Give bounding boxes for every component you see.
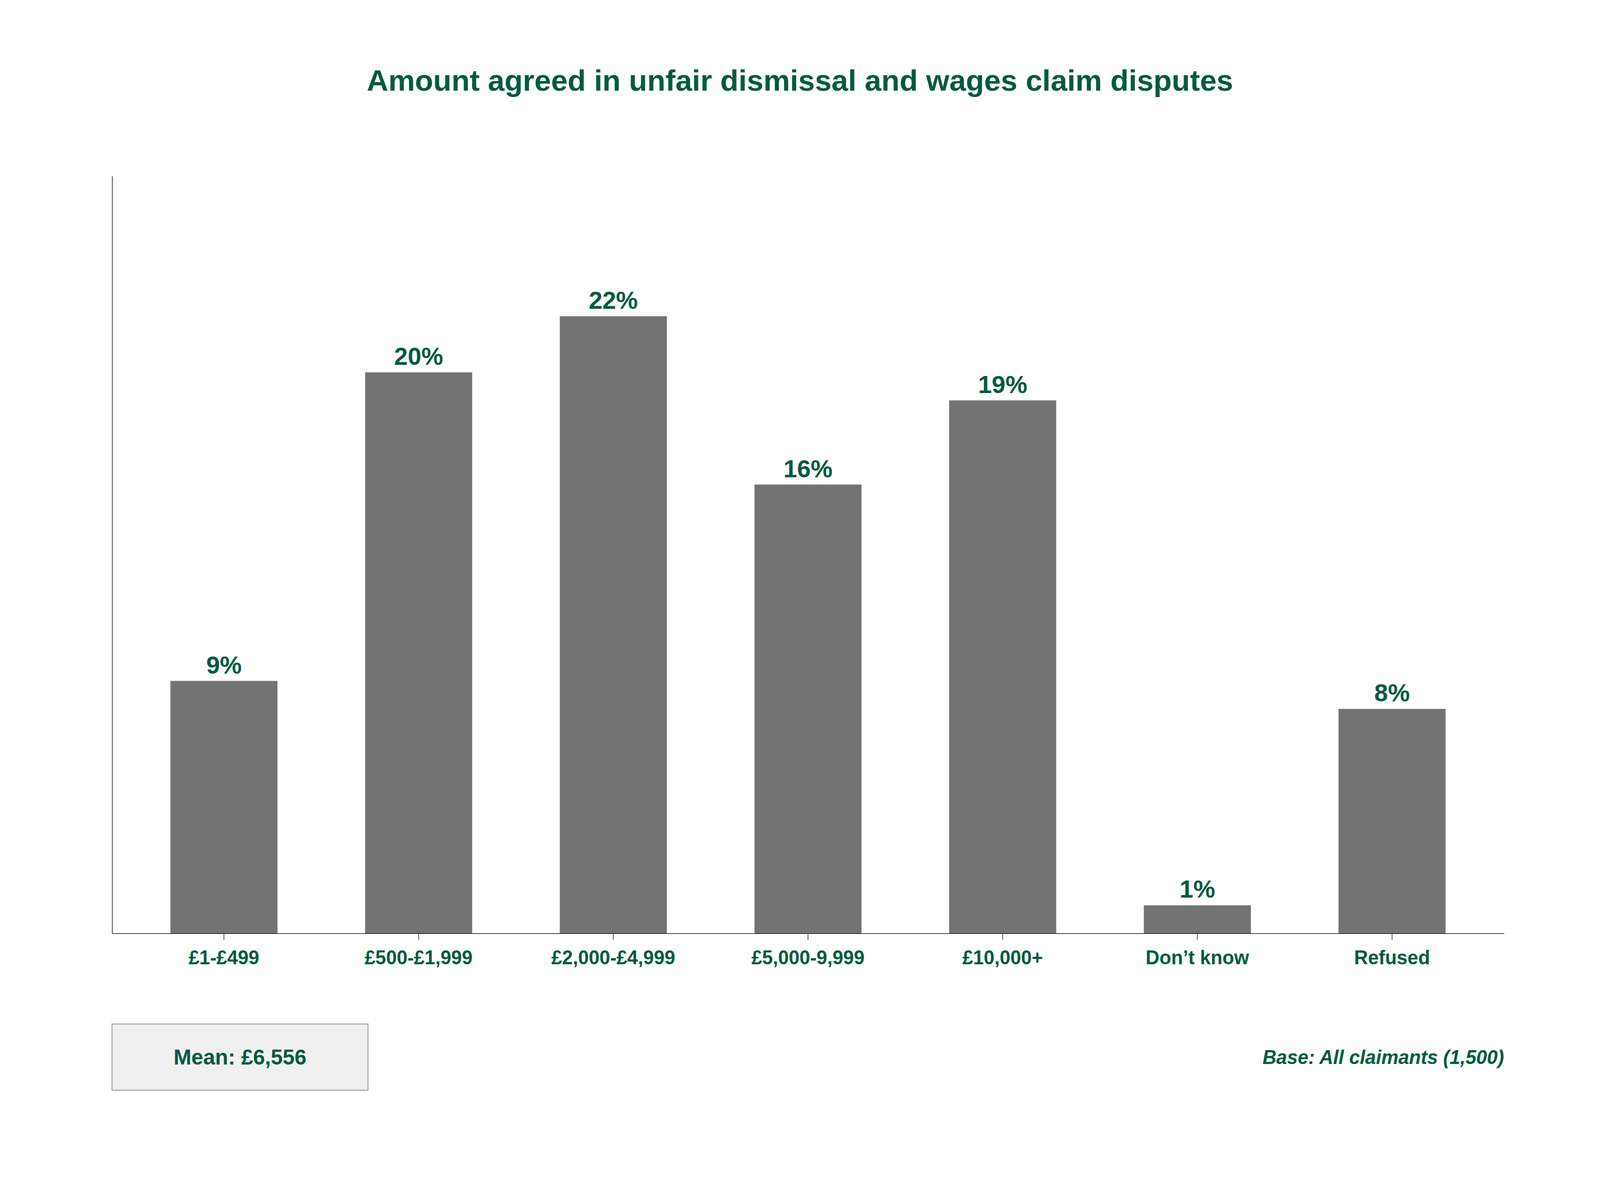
data-label: 19% bbox=[978, 370, 1028, 399]
x-tick-label: £2,000-£4,999 bbox=[551, 946, 676, 969]
x-tick-mark bbox=[808, 933, 809, 940]
x-axis: £1-£499 £500-£1,999 £2,000-£4,999 £5,000-9,… bbox=[112, 933, 1505, 969]
annotation: Mean: £6,556 bbox=[173, 1045, 307, 1069]
bar bbox=[949, 400, 1057, 934]
x-tick-mark bbox=[1392, 933, 1393, 940]
x-tick-mark bbox=[223, 933, 224, 940]
background bbox=[0, 0, 1600, 1200]
x-tick: Don’t know bbox=[1145, 933, 1250, 969]
x-tick-label: £1-£499 bbox=[188, 946, 260, 969]
x-tick-label: £5,000-9,999 bbox=[751, 946, 865, 969]
bar bbox=[365, 372, 473, 934]
x-tick-mark bbox=[1197, 933, 1198, 940]
bar bbox=[1144, 905, 1252, 934]
y-axis-line bbox=[112, 176, 113, 934]
bar bbox=[754, 484, 862, 934]
bar bbox=[170, 681, 278, 934]
mean-box: Mean: £6,556 bbox=[112, 1024, 368, 1091]
bar bbox=[560, 316, 668, 934]
x-tick-mark bbox=[418, 933, 419, 940]
bar bbox=[1338, 708, 1446, 934]
chart-root: Amount agreed in unfair dismissal and wa… bbox=[0, 0, 1600, 1200]
data-labels: 9% 20% 22% 16% 19% 1% 8% bbox=[206, 286, 1411, 903]
annotation: Base: All claimants (1,500) bbox=[1262, 1046, 1504, 1069]
data-label: 22% bbox=[588, 286, 638, 315]
x-tick: £1-£499 bbox=[188, 933, 260, 969]
bars bbox=[170, 316, 1446, 934]
data-label: 1% bbox=[1179, 875, 1215, 903]
x-tick-label: £10,000+ bbox=[962, 946, 1043, 969]
data-label: 9% bbox=[206, 651, 242, 679]
x-tick: Refused bbox=[1354, 933, 1430, 969]
x-tick-mark bbox=[612, 933, 614, 940]
data-label: 8% bbox=[1374, 678, 1410, 707]
x-tick: £500-£1,999 bbox=[364, 933, 473, 969]
x-tick: £10,000+ bbox=[962, 933, 1043, 969]
x-tick-label: Refused bbox=[1354, 946, 1430, 969]
mean-box-frame bbox=[112, 1024, 368, 1091]
x-tick-mark bbox=[1002, 933, 1004, 940]
x-tick: £5,000-9,999 bbox=[751, 933, 865, 969]
data-label: 20% bbox=[394, 342, 444, 371]
data-label: 16% bbox=[783, 454, 833, 483]
plot: 9% 20% 22% 16% 19% 1% 8% £1-£499 £500-£1,999 £2,0… bbox=[112, 176, 1505, 970]
y-axis bbox=[112, 176, 113, 934]
x-tick-label: £500-£1,999 bbox=[364, 946, 473, 969]
title: Amount agreed in unfair dismissal and wa… bbox=[366, 63, 1234, 98]
x-tick-label: Don’t know bbox=[1145, 946, 1250, 969]
x-tick: £2,000-£4,999 bbox=[551, 933, 676, 969]
